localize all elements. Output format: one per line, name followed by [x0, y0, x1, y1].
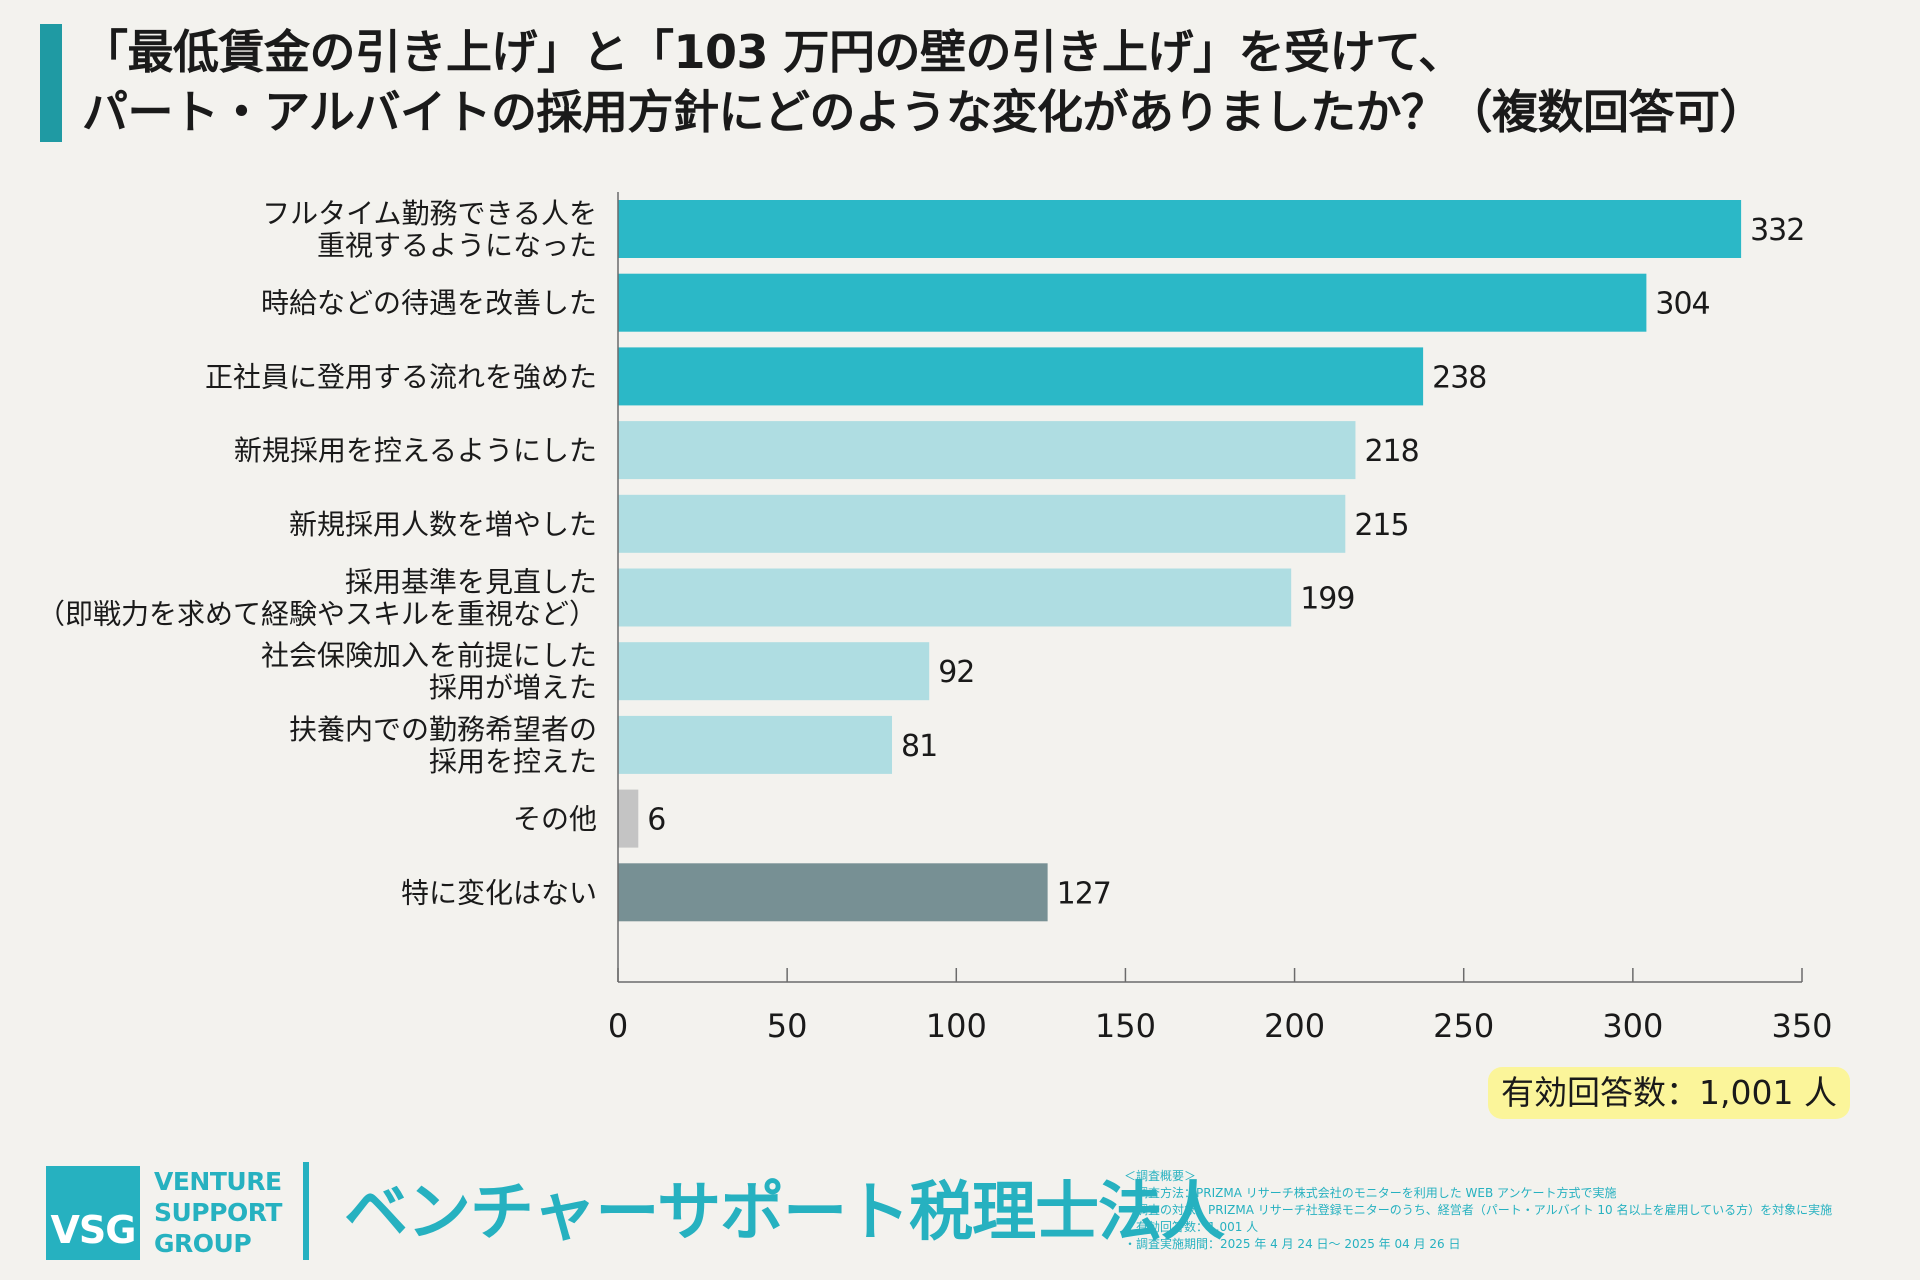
- logo-mark: VSG: [50, 1208, 137, 1252]
- x-tick-label: 350: [1771, 1007, 1832, 1045]
- x-axis: 0 50 100 150 200 250 300 350: [608, 192, 1833, 1045]
- survey-notes: ＜調査概要＞ ・調査方法：PRIZMA リサーチ株式会社のモニターを利用した W…: [1124, 1168, 1904, 1253]
- bars: [618, 200, 1742, 922]
- survey-note: ・調査方法：PRIZMA リサーチ株式会社のモニターを利用した WEB アンケー…: [1124, 1186, 1617, 1200]
- bar: [618, 347, 1424, 406]
- bar-value-label: 215: [1354, 508, 1408, 543]
- category-label: 採用が増えた: [429, 671, 597, 704]
- x-tick-label: 200: [1264, 1007, 1325, 1045]
- value-labels: 332 304 238 218 215 199 92 81 6 127: [647, 213, 1805, 911]
- chart-title-line-2: パート・アルバイトの採用方針にどのような変化がありましたか？（複数回答可）: [82, 85, 1766, 139]
- vsg-logo: VSG: [46, 1166, 140, 1260]
- x-tick-label: 100: [926, 1007, 987, 1045]
- survey-note: ・調査の対象：PRIZMA リサーチ社登録モニターのうち、経営者（パート・アルバ…: [1124, 1203, 1833, 1217]
- bar-value-label: 238: [1432, 360, 1486, 395]
- bar: [618, 494, 1346, 553]
- logo-divider: [303, 1162, 309, 1260]
- category-label: 社会保険加入を前提にした: [261, 639, 597, 672]
- category-label: 時給などの待遇を改善した: [261, 287, 597, 320]
- category-label: その他: [513, 803, 597, 836]
- bar-value-label: 81: [901, 729, 937, 764]
- x-tick-label: 0: [608, 1007, 628, 1045]
- category-label: （即戦力を求めて経験やスキルを重視など）: [37, 598, 597, 631]
- category-label: フルタイム勤務できる人を: [262, 197, 597, 230]
- survey-note: ・有効回答数：1,001 人: [1124, 1220, 1259, 1234]
- bar-value-label: 6: [647, 803, 665, 838]
- bar-value-label: 199: [1300, 582, 1354, 617]
- survey-note: ・調査実施期間：2025 年 4 月 24 日～ 2025 年 04 月 26 …: [1124, 1237, 1461, 1251]
- bar: [618, 421, 1356, 480]
- bar-value-label: 127: [1057, 876, 1111, 911]
- chart-title: 「最低賃金の引き上げ」と「103 万円の壁の引き上げ」を受けて、 パート・アルバ…: [82, 22, 1902, 142]
- bar: [618, 642, 930, 701]
- title-accent-bar: [40, 24, 62, 142]
- survey-note: ＜調査概要＞: [1124, 1169, 1197, 1183]
- bar-value-label: 92: [938, 655, 974, 690]
- bar-value-label: 218: [1364, 434, 1418, 469]
- bar-value-label: 332: [1750, 213, 1804, 248]
- x-tick-label: 50: [767, 1007, 808, 1045]
- chart-title-line-1: 「最低賃金の引き上げ」と「103 万円の壁の引き上げ」を受けて、: [82, 25, 1464, 79]
- bar: [618, 715, 893, 774]
- bar: [618, 789, 639, 848]
- category-label: 採用基準を見直した: [345, 566, 597, 599]
- respondent-count-badge: 有効回答数：1,001 人: [1488, 1067, 1850, 1119]
- logo-word: SUPPORT: [154, 1198, 282, 1227]
- logo-wordmark: VENTURE SUPPORT GROUP: [154, 1166, 284, 1259]
- bar-chart: フルタイム勤務できる人を重視するようになった時給などの待遇を改善した正社員に登用…: [37, 192, 1833, 1045]
- logo-word: VENTURE: [154, 1167, 282, 1196]
- category-labels: フルタイム勤務できる人を重視するようになった時給などの待遇を改善した正社員に登用…: [37, 197, 597, 909]
- category-label: 扶養内での勤務希望者の: [289, 713, 597, 746]
- bar: [618, 863, 1048, 922]
- bar-value-label: 304: [1655, 287, 1709, 322]
- bar: [618, 273, 1647, 332]
- x-tick-label: 150: [1095, 1007, 1156, 1045]
- category-label: 新規採用人数を増やした: [289, 508, 597, 541]
- company-name: ベンチャーサポート税理士法人: [344, 1176, 1225, 1250]
- category-label: 正社員に登用する流れを強めた: [205, 360, 597, 393]
- x-tick-label: 250: [1433, 1007, 1494, 1045]
- logo-word: GROUP: [154, 1229, 252, 1258]
- x-tick-label: 300: [1602, 1007, 1663, 1045]
- bar: [618, 200, 1742, 258]
- category-label: 特に変化はない: [401, 876, 597, 909]
- category-label: 重視するようになった: [317, 229, 597, 262]
- category-label: 新規採用を控えるようにした: [234, 434, 597, 467]
- bar: [618, 568, 1292, 627]
- category-label: 採用を控えた: [429, 745, 597, 778]
